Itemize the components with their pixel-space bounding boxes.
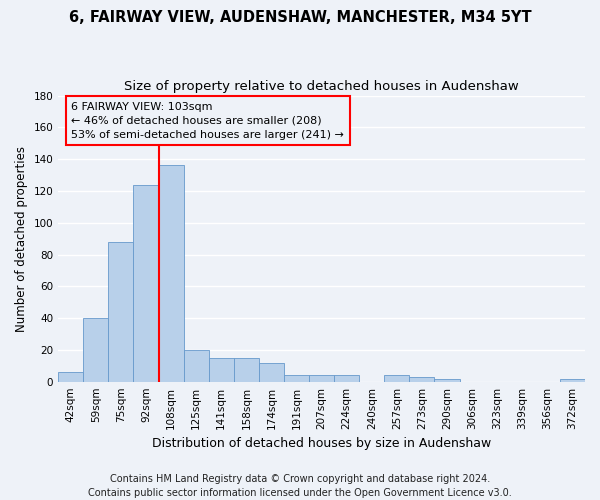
Bar	[409, 377, 434, 382]
Bar	[109, 242, 133, 382]
Bar	[284, 376, 309, 382]
Bar	[309, 376, 334, 382]
Bar	[560, 378, 585, 382]
Text: 6, FAIRWAY VIEW, AUDENSHAW, MANCHESTER, M34 5YT: 6, FAIRWAY VIEW, AUDENSHAW, MANCHESTER, …	[68, 10, 532, 25]
Text: 6 FAIRWAY VIEW: 103sqm
← 46% of detached houses are smaller (208)
53% of semi-de: 6 FAIRWAY VIEW: 103sqm ← 46% of detached…	[71, 102, 344, 140]
Title: Size of property relative to detached houses in Audenshaw: Size of property relative to detached ho…	[124, 80, 519, 93]
Bar	[158, 166, 184, 382]
Y-axis label: Number of detached properties: Number of detached properties	[15, 146, 28, 332]
Bar	[259, 362, 284, 382]
Bar	[385, 376, 409, 382]
Bar	[184, 350, 209, 382]
Text: Contains HM Land Registry data © Crown copyright and database right 2024.
Contai: Contains HM Land Registry data © Crown c…	[88, 474, 512, 498]
Bar	[234, 358, 259, 382]
Bar	[434, 378, 460, 382]
Bar	[209, 358, 234, 382]
Bar	[83, 318, 109, 382]
Bar	[133, 184, 158, 382]
Bar	[334, 376, 359, 382]
X-axis label: Distribution of detached houses by size in Audenshaw: Distribution of detached houses by size …	[152, 437, 491, 450]
Bar	[58, 372, 83, 382]
